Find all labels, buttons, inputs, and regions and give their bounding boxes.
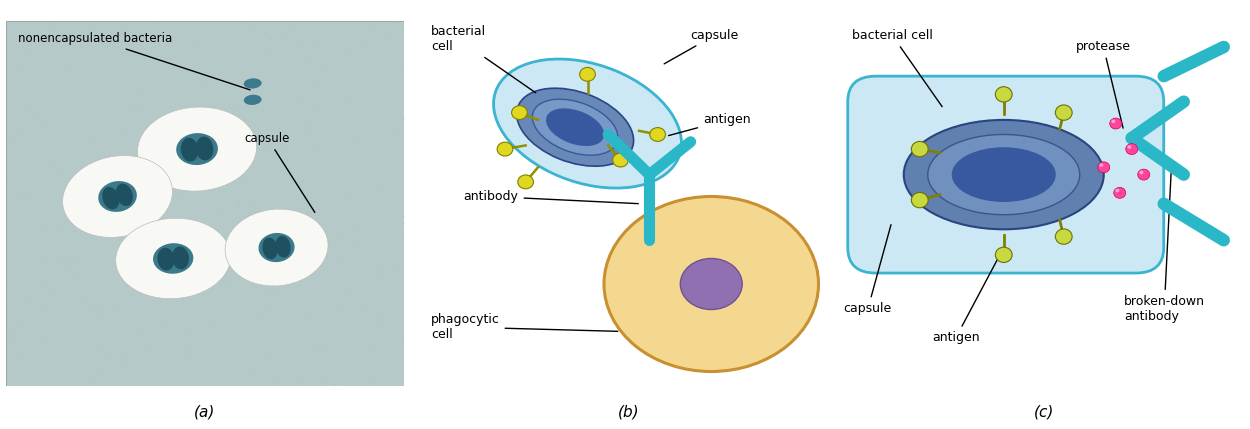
Ellipse shape (244, 95, 261, 105)
Ellipse shape (612, 153, 629, 167)
Ellipse shape (262, 238, 278, 259)
Ellipse shape (62, 156, 172, 237)
Text: bacterial cell: bacterial cell (851, 29, 942, 107)
Ellipse shape (116, 218, 231, 299)
Ellipse shape (911, 142, 929, 157)
Ellipse shape (928, 135, 1080, 215)
Ellipse shape (951, 147, 1056, 202)
Ellipse shape (99, 181, 136, 212)
Ellipse shape (511, 106, 528, 120)
Ellipse shape (1114, 187, 1126, 198)
Text: antibody: antibody (464, 190, 639, 204)
Ellipse shape (275, 236, 291, 257)
Text: phagocytic
cell: phagocytic cell (431, 313, 618, 341)
Ellipse shape (102, 187, 119, 209)
Ellipse shape (498, 142, 512, 156)
Ellipse shape (1055, 229, 1072, 244)
Ellipse shape (1128, 145, 1131, 149)
Ellipse shape (580, 67, 595, 81)
Ellipse shape (650, 127, 665, 142)
Ellipse shape (1098, 162, 1110, 173)
Text: (a): (a) (194, 404, 216, 419)
Text: capsule: capsule (245, 132, 315, 212)
Ellipse shape (604, 196, 819, 372)
Ellipse shape (116, 184, 132, 206)
Ellipse shape (244, 79, 261, 88)
Text: nonencapsulated bacteria: nonencapsulated bacteria (19, 33, 250, 90)
Text: capsule: capsule (844, 225, 892, 315)
Ellipse shape (259, 233, 295, 262)
Text: protease: protease (1076, 40, 1131, 128)
Ellipse shape (1055, 105, 1072, 120)
Ellipse shape (1138, 169, 1150, 180)
Text: capsule: capsule (664, 29, 739, 64)
Ellipse shape (1111, 120, 1115, 123)
Ellipse shape (196, 136, 214, 160)
FancyBboxPatch shape (6, 21, 404, 386)
Ellipse shape (494, 59, 681, 188)
Ellipse shape (138, 107, 256, 191)
Ellipse shape (1099, 163, 1104, 167)
Ellipse shape (546, 109, 604, 146)
Ellipse shape (911, 193, 929, 208)
Ellipse shape (1126, 144, 1138, 154)
Ellipse shape (680, 258, 742, 310)
Ellipse shape (152, 243, 194, 274)
Text: (c): (c) (1034, 404, 1054, 419)
Ellipse shape (518, 175, 534, 189)
Ellipse shape (158, 248, 175, 270)
FancyBboxPatch shape (848, 76, 1164, 273)
Ellipse shape (173, 247, 189, 269)
Text: (b): (b) (618, 404, 640, 419)
Ellipse shape (1115, 189, 1119, 193)
Ellipse shape (904, 120, 1104, 229)
Ellipse shape (1139, 171, 1144, 174)
Ellipse shape (532, 99, 618, 155)
Ellipse shape (181, 138, 199, 162)
Ellipse shape (516, 88, 634, 166)
Ellipse shape (995, 87, 1012, 102)
Text: antigen: antigen (932, 250, 1002, 344)
Ellipse shape (176, 133, 217, 165)
Text: antigen: antigen (669, 113, 750, 136)
Text: bacterial
cell: bacterial cell (431, 25, 536, 93)
Text: broken-down
antibody: broken-down antibody (1124, 163, 1205, 323)
Ellipse shape (1110, 118, 1121, 129)
Ellipse shape (225, 209, 328, 286)
Ellipse shape (995, 247, 1012, 263)
